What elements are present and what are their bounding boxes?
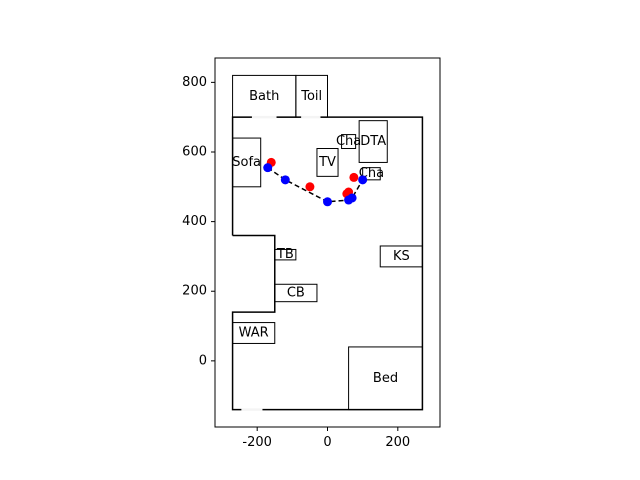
- furniture-label: WAR: [239, 326, 269, 341]
- furniture-label: Bed: [373, 371, 398, 386]
- y-tick-label: 600: [182, 144, 207, 159]
- furniture-label: Cha: [336, 134, 361, 149]
- red-point: [349, 172, 359, 182]
- furniture-war-10: WAR: [232, 322, 276, 344]
- y-tick-label: 800: [182, 75, 207, 90]
- x-tick-label: -200: [242, 435, 272, 450]
- furniture-sofa-2: Sofa: [232, 137, 262, 188]
- furniture-ks-8: KS: [379, 245, 423, 268]
- room-walls-0: [231, 116, 424, 411]
- furniture-cb-9: CB: [274, 283, 318, 303]
- red-point: [305, 182, 315, 192]
- furniture-label: DTA: [360, 134, 386, 149]
- furniture-label: CB: [287, 285, 305, 300]
- blue-point: [280, 175, 290, 185]
- ticks-layer: -200 0 200 0 200 400 600 800: [182, 75, 410, 450]
- walls-layer: [231, 115, 424, 411]
- furniture-box: [358, 120, 388, 163]
- furniture-box: [316, 148, 339, 177]
- furniture-label: KS: [393, 249, 410, 264]
- x-tick-label: 200: [385, 435, 410, 450]
- blue-point: [347, 193, 357, 203]
- furniture-cha-4: Cha: [336, 134, 361, 149]
- furniture-box: [362, 167, 381, 181]
- blue-point: [323, 197, 332, 207]
- x-tick-label: 0: [323, 435, 331, 450]
- furniture-tb-7: TB: [274, 247, 297, 262]
- y-tick-label: 400: [182, 214, 207, 229]
- furniture-label: TB: [276, 247, 294, 262]
- furniture-toil-1: Toil: [295, 74, 328, 118]
- y-tick-label: 0: [199, 353, 207, 368]
- points-layer: [263, 157, 368, 207]
- furniture-label: Bath: [249, 89, 279, 104]
- furniture-tv-3: TV: [316, 148, 339, 177]
- furniture-box: [341, 134, 357, 150]
- furniture-bed-11: Bed: [348, 346, 423, 411]
- furniture-label: Sofa: [232, 155, 261, 170]
- blue-point: [358, 175, 368, 185]
- furniture-label: TV: [318, 155, 336, 170]
- furniture-label: Toil: [300, 89, 322, 104]
- furniture-bath-0: Bath: [232, 74, 297, 118]
- blue-point: [263, 163, 273, 173]
- furniture-dta-5: DTA: [358, 120, 388, 163]
- y-tick-label: 200: [182, 284, 207, 299]
